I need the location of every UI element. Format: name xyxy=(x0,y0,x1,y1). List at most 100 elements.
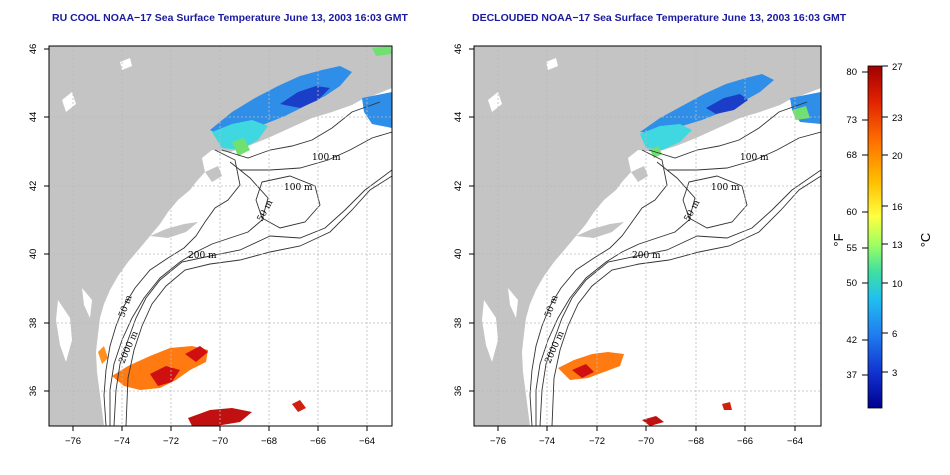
left-coastal-warm xyxy=(98,346,108,364)
left-green-patch xyxy=(232,138,250,156)
left-y-tick-label: 40 xyxy=(28,249,39,260)
left-nova-scotia xyxy=(305,62,392,110)
colorbar-c-label: 3 xyxy=(892,368,897,379)
left-y-tick-label: 46 xyxy=(28,44,39,55)
right-x-tick-label: −64 xyxy=(787,436,803,447)
left-gridlines xyxy=(49,46,392,426)
colorbar-c-label: 10 xyxy=(892,279,903,290)
left-lake xyxy=(62,92,76,112)
left-delaware xyxy=(82,288,92,318)
left-panel-title: RU COOL NOAA−17 Sea Surface Temperature … xyxy=(52,12,408,24)
left-warm-patch xyxy=(112,346,208,390)
colorbar-c-label: 16 xyxy=(892,202,903,213)
left-x-tick-label: −70 xyxy=(212,436,228,447)
right-land xyxy=(474,46,821,426)
left-x-tick-label: −72 xyxy=(163,436,179,447)
right-nova-scotia xyxy=(732,62,821,110)
left-contour-label: 200 m xyxy=(188,251,217,261)
left-x-ticks xyxy=(72,426,368,431)
right-x-tick-label: −68 xyxy=(688,436,704,447)
right-south-red-patch xyxy=(642,416,664,426)
colorbar-c-label: 23 xyxy=(892,113,903,124)
right-x-tick-label: −66 xyxy=(737,436,753,447)
left-x-tick-label: −66 xyxy=(310,436,326,447)
right-contour-label: 100 m xyxy=(740,153,769,163)
colorbar-f-ticks xyxy=(862,71,868,376)
right-chesapeake xyxy=(482,300,498,362)
left-contour-2000m xyxy=(125,175,392,426)
left-x-tick-label: −68 xyxy=(261,436,277,447)
colorbar-c-ticks xyxy=(882,65,888,373)
left-chesapeake xyxy=(56,300,72,362)
left-right-blue-patch xyxy=(362,92,392,128)
right-contour-label: 200 m xyxy=(632,251,661,261)
right-cold-patch xyxy=(640,74,774,134)
colorbar-f-label: 55 xyxy=(846,243,857,254)
right-x-tick-label: −72 xyxy=(589,436,605,447)
right-right-green-patch xyxy=(792,106,810,120)
left-contour-georges xyxy=(255,175,321,229)
right-y-ticks xyxy=(469,48,474,392)
left-land xyxy=(49,46,392,426)
colorbar-f-label: 60 xyxy=(846,207,857,218)
left-long-island xyxy=(150,222,198,238)
colorbar-gradient xyxy=(867,65,883,409)
left-contour-50m xyxy=(103,149,241,426)
left-y-tick-label: 36 xyxy=(28,386,39,397)
right-long-island xyxy=(576,222,624,238)
left-top-green-patch xyxy=(372,46,392,56)
colorbar-f-label: 73 xyxy=(846,115,857,126)
colorbar-fahrenheit-unit: °F xyxy=(831,233,846,246)
colorbar-f-label: 68 xyxy=(846,150,857,161)
right-x-ticks xyxy=(497,426,796,431)
right-lake2 xyxy=(546,58,558,70)
left-south-red-patch2 xyxy=(292,400,306,412)
right-contour-georges xyxy=(682,175,748,229)
right-deep-blue-patch xyxy=(706,94,748,114)
colorbar-c-label: 20 xyxy=(892,151,903,162)
right-delaware xyxy=(508,288,518,318)
right-y-tick-label: 40 xyxy=(453,249,464,260)
left-deep-blue-patch xyxy=(280,86,330,108)
left-red-patch2 xyxy=(185,346,208,362)
right-lake xyxy=(488,92,502,112)
right-x-tick-label: −70 xyxy=(638,436,654,447)
left-south-red-patch xyxy=(188,408,252,426)
left-cape-cod xyxy=(205,166,222,182)
colorbar-c-label: 27 xyxy=(892,62,903,73)
right-panel-title: DECLOUDED NOAA−17 Sea Surface Temperatur… xyxy=(472,12,847,24)
right-y-tick-label: 42 xyxy=(453,181,464,192)
left-contour-100m xyxy=(109,101,381,426)
colorbar-f-label: 50 xyxy=(846,278,857,289)
left-map-panel: −76 −74 −72 −70 −68 −66 −64 36 38 40 42 … xyxy=(28,44,393,447)
left-contour-label: 100 m xyxy=(312,153,341,163)
right-y-tick-label: 44 xyxy=(453,112,464,123)
right-contour-50m xyxy=(529,149,668,426)
right-contour-100m xyxy=(535,101,808,426)
right-red-patch xyxy=(572,364,594,378)
left-lake2 xyxy=(120,58,132,70)
colorbar-f-label: 80 xyxy=(846,67,857,78)
right-y-tick-label: 36 xyxy=(453,386,464,397)
left-red-patch xyxy=(150,366,180,386)
left-y-tick-label: 42 xyxy=(28,181,39,192)
colorbar: 80 73 68 60 55 50 42 37 27 23 20 16 13 1… xyxy=(831,62,933,409)
left-contour-label: 100 m xyxy=(284,183,313,193)
colorbar-f-label: 37 xyxy=(846,370,857,381)
right-y-tick-label: 38 xyxy=(453,318,464,329)
right-x-tick-label: −76 xyxy=(490,436,506,447)
colorbar-c-label: 13 xyxy=(892,240,903,251)
right-cape-cod xyxy=(631,166,648,182)
left-cyan-patch xyxy=(212,120,268,150)
left-x-tick-label: −64 xyxy=(359,436,375,447)
right-frame xyxy=(473,45,822,427)
colorbar-c-label: 6 xyxy=(892,329,897,340)
right-warm-patch xyxy=(558,352,624,380)
left-y-ticks xyxy=(44,48,49,392)
right-gridlines xyxy=(474,46,821,426)
left-x-tick-label: −74 xyxy=(114,436,130,447)
right-south-red-patch2 xyxy=(722,402,732,410)
right-cyan-patch xyxy=(640,124,692,150)
right-contour-label: 100 m xyxy=(711,183,740,193)
